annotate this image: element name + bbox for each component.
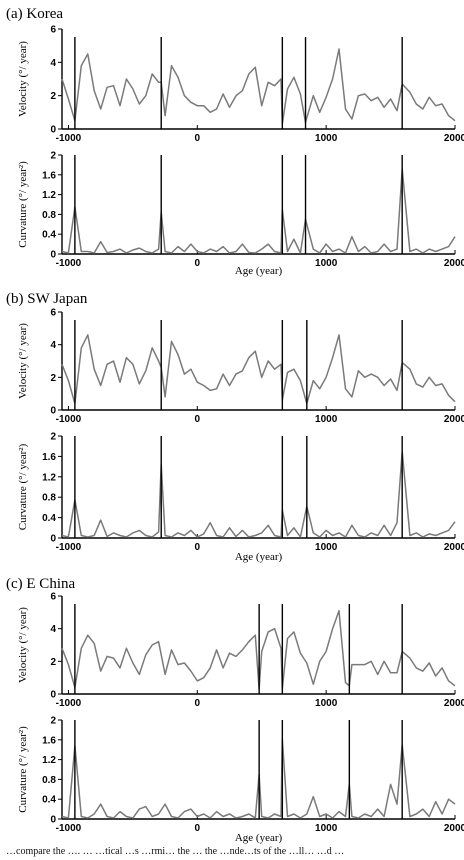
y-tick-label: 6 bbox=[50, 592, 56, 603]
y-tick-label: 4 bbox=[50, 624, 56, 635]
x-tick-label: 1000 bbox=[315, 258, 338, 269]
y-tick-label: 2 bbox=[50, 432, 56, 443]
y-tick-label: 0.8 bbox=[42, 493, 56, 504]
y-tick-label: 0.8 bbox=[42, 210, 56, 221]
x-tick-label: -1000 bbox=[56, 542, 82, 553]
x-axis-label: Age (year) bbox=[235, 265, 283, 277]
x-tick-label: 2000 bbox=[444, 258, 464, 269]
y-tick-label: 1.2 bbox=[42, 190, 56, 201]
y-axis-label: Velocity (°/ year) bbox=[17, 41, 29, 117]
y-tick-label: 0.4 bbox=[42, 795, 56, 806]
y-tick-label: 0 bbox=[50, 125, 56, 136]
x-tick-label: -1000 bbox=[56, 414, 82, 425]
y-axis-label: Curvature (°/ year²) bbox=[17, 443, 29, 530]
x-tick-label: 0 bbox=[195, 698, 201, 709]
y-axis-label: Velocity (°/ year) bbox=[17, 323, 29, 399]
x-tick-label: -1000 bbox=[56, 133, 82, 144]
y-tick-label: 2 bbox=[50, 151, 56, 162]
y-tick-label: 1.6 bbox=[42, 170, 56, 181]
y-tick-label: 0 bbox=[50, 690, 56, 701]
y-axis-label: Curvature (°/ year²) bbox=[17, 161, 29, 248]
panel-title: (b) SW Japan bbox=[6, 291, 88, 307]
y-tick-label: 2 bbox=[50, 373, 56, 384]
y-tick-label: 1.2 bbox=[42, 755, 56, 766]
x-tick-label: 0 bbox=[195, 823, 201, 834]
y-tick-label: 6 bbox=[50, 308, 56, 319]
y-tick-label: 0 bbox=[50, 250, 56, 261]
x-tick-label: 2000 bbox=[444, 823, 464, 834]
series-line bbox=[61, 450, 456, 538]
x-tick-label: 1000 bbox=[315, 823, 338, 834]
y-tick-label: 0.4 bbox=[42, 230, 56, 241]
x-tick-label: 1000 bbox=[315, 414, 338, 425]
x-axis-label: Age (year) bbox=[235, 832, 283, 844]
x-tick-label: 0 bbox=[195, 133, 201, 144]
figure-caption: …compare the …. … …tical …s …rmi… the … … bbox=[6, 846, 345, 857]
y-axis-label: Curvature (°/ year²) bbox=[17, 726, 29, 813]
series-line bbox=[61, 738, 456, 819]
x-tick-label: -1000 bbox=[56, 258, 82, 269]
y-tick-label: 0.4 bbox=[42, 513, 56, 524]
y-tick-label: 4 bbox=[50, 340, 56, 351]
x-tick-label: 1000 bbox=[315, 542, 338, 553]
y-tick-label: 2 bbox=[50, 657, 56, 668]
y-tick-label: 1.6 bbox=[42, 735, 56, 746]
series-line bbox=[61, 168, 456, 254]
x-tick-label: 0 bbox=[195, 542, 201, 553]
x-axis-label: Age (year) bbox=[235, 551, 283, 563]
x-tick-label: 0 bbox=[195, 414, 201, 425]
x-tick-label: -1000 bbox=[56, 823, 82, 834]
y-tick-label: 0 bbox=[50, 534, 56, 545]
panel-title: (a) Korea bbox=[6, 6, 63, 22]
y-tick-label: 0 bbox=[50, 815, 56, 826]
panel-title: (c) E China bbox=[6, 576, 75, 592]
y-tick-label: 1.6 bbox=[42, 452, 56, 463]
y-tick-label: 0.8 bbox=[42, 775, 56, 786]
x-tick-label: -1000 bbox=[56, 698, 82, 709]
x-tick-label: 1000 bbox=[315, 698, 338, 709]
x-tick-label: 2000 bbox=[444, 542, 464, 553]
x-tick-label: 2000 bbox=[444, 414, 464, 425]
y-axis-label: Velocity (°/ year) bbox=[17, 607, 29, 683]
x-tick-label: 1000 bbox=[315, 133, 338, 144]
y-tick-label: 6 bbox=[50, 25, 56, 36]
series-line bbox=[61, 334, 456, 405]
x-tick-label: 0 bbox=[195, 258, 201, 269]
y-tick-label: 0 bbox=[50, 406, 56, 417]
series-line bbox=[61, 48, 456, 125]
y-tick-label: 2 bbox=[50, 716, 56, 727]
x-tick-label: 2000 bbox=[444, 698, 464, 709]
x-tick-label: 2000 bbox=[444, 133, 464, 144]
y-tick-label: 4 bbox=[50, 58, 56, 69]
y-tick-label: 2 bbox=[50, 91, 56, 102]
series-line bbox=[61, 609, 456, 690]
y-tick-label: 1.2 bbox=[42, 472, 56, 483]
